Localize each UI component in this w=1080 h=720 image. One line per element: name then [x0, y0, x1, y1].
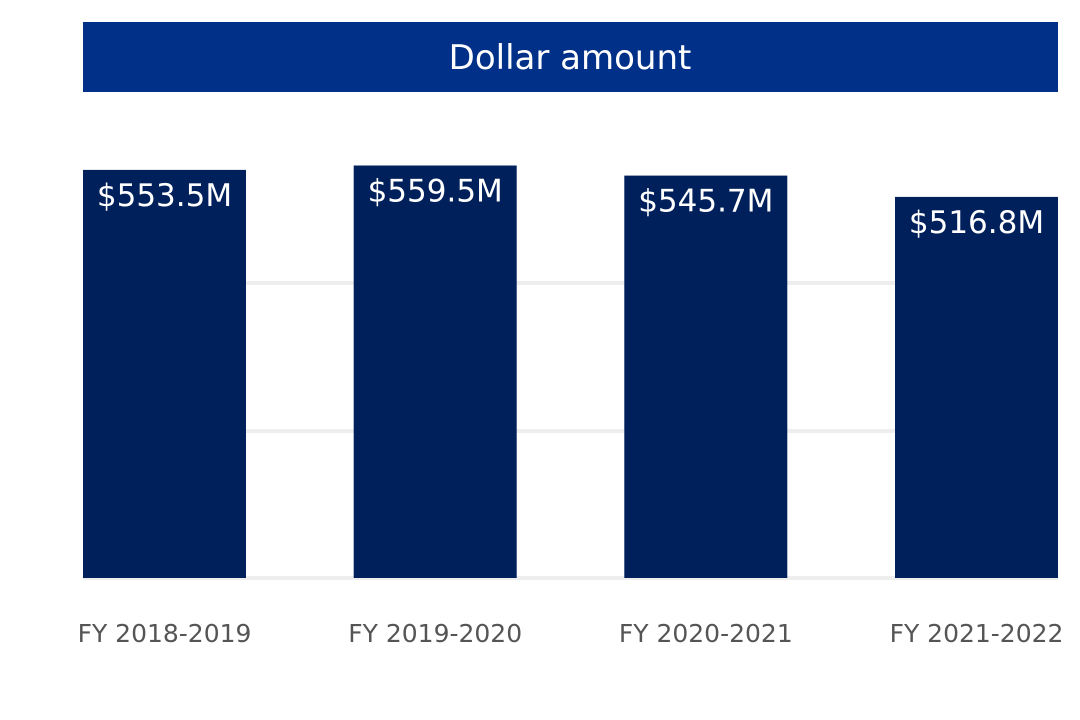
value-label-0: $553.5M: [97, 178, 232, 214]
value-labels: $553.5M $559.5M $545.7M $516.8M: [97, 174, 1044, 241]
chart-title: Dollar amount: [449, 38, 692, 78]
x-tick-label-0: FY 2018-2019: [78, 619, 252, 648]
title-band: [83, 22, 1058, 92]
x-tick-label-3: FY 2021-2022: [890, 619, 1064, 648]
x-axis-ticks: FY 2018-2019 FY 2019-2020 FY 2020-2021 FY 2…: [78, 619, 1064, 648]
bar-0: [83, 169, 246, 578]
bar-1: [353, 165, 517, 578]
bar-3: [895, 196, 1058, 578]
value-label-2: $545.7M: [638, 184, 773, 220]
bar-2: [624, 175, 788, 578]
value-label-3: $516.8M: [909, 205, 1044, 241]
value-label-1: $559.5M: [368, 174, 503, 210]
x-tick-label-1: FY 2019-2020: [348, 619, 522, 648]
x-tick-label-2: FY 2020-2021: [619, 619, 793, 648]
bars: [83, 165, 1058, 578]
